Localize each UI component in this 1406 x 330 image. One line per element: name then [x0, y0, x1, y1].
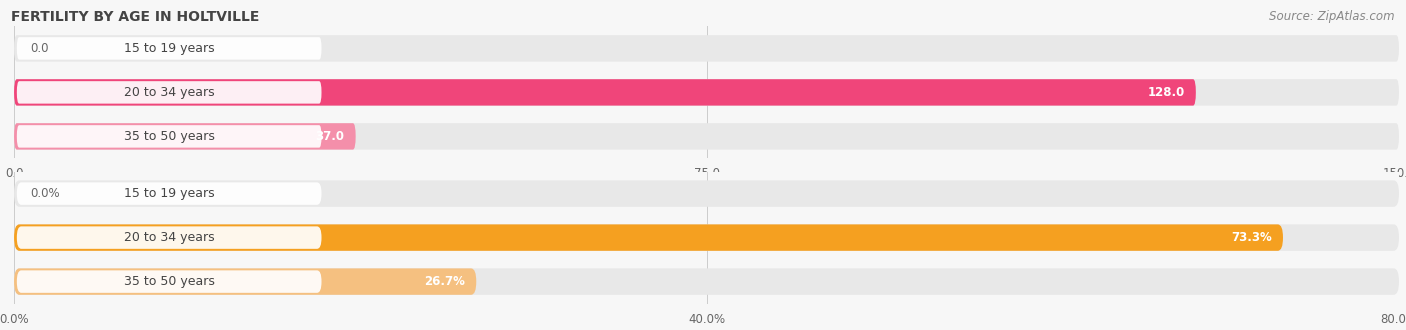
FancyBboxPatch shape	[14, 123, 356, 149]
Text: 0.0%: 0.0%	[31, 187, 60, 200]
FancyBboxPatch shape	[17, 226, 322, 249]
Text: 73.3%: 73.3%	[1232, 231, 1272, 244]
FancyBboxPatch shape	[14, 79, 1197, 106]
Text: 0.0: 0.0	[31, 42, 49, 55]
Text: Source: ZipAtlas.com: Source: ZipAtlas.com	[1270, 10, 1395, 23]
FancyBboxPatch shape	[14, 268, 1399, 295]
Text: FERTILITY BY AGE IN HOLTVILLE: FERTILITY BY AGE IN HOLTVILLE	[11, 10, 260, 24]
FancyBboxPatch shape	[14, 79, 1399, 106]
FancyBboxPatch shape	[14, 181, 1399, 207]
Text: 128.0: 128.0	[1147, 86, 1185, 99]
FancyBboxPatch shape	[14, 224, 1399, 251]
Text: 15 to 19 years: 15 to 19 years	[124, 42, 215, 55]
Text: 20 to 34 years: 20 to 34 years	[124, 86, 215, 99]
FancyBboxPatch shape	[17, 182, 322, 205]
Text: 35 to 50 years: 35 to 50 years	[124, 130, 215, 143]
Text: 15 to 19 years: 15 to 19 years	[124, 187, 215, 200]
Text: 37.0: 37.0	[315, 130, 344, 143]
FancyBboxPatch shape	[17, 81, 322, 104]
Text: 35 to 50 years: 35 to 50 years	[124, 275, 215, 288]
Text: 26.7%: 26.7%	[425, 275, 465, 288]
Text: 20 to 34 years: 20 to 34 years	[124, 231, 215, 244]
FancyBboxPatch shape	[17, 270, 322, 293]
FancyBboxPatch shape	[17, 37, 322, 60]
FancyBboxPatch shape	[17, 125, 322, 148]
FancyBboxPatch shape	[14, 123, 1399, 149]
FancyBboxPatch shape	[14, 268, 477, 295]
FancyBboxPatch shape	[14, 35, 1399, 62]
FancyBboxPatch shape	[14, 224, 1284, 251]
